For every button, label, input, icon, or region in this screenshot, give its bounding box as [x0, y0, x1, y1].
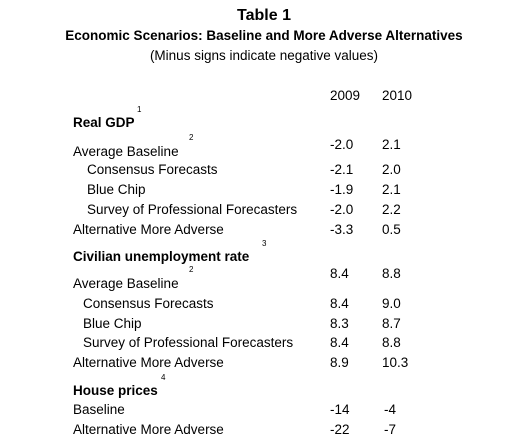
row-label: Alternative More Adverse [73, 422, 224, 437]
table-title: Table 1 [237, 7, 291, 24]
cell-2010: 0.5 [382, 222, 401, 237]
row-label: Consensus Forecasts [87, 162, 218, 177]
section-heading-real-gdp: Real GDP [73, 115, 135, 130]
cell-2010: 9.0 [382, 296, 401, 311]
cell-2009: -2.0 [330, 202, 354, 217]
footnote-marker: 2 [189, 265, 194, 274]
cell-2009: 8.9 [330, 355, 349, 370]
cell-2010: 2.2 [382, 202, 401, 217]
cell-2009: 8.3 [330, 316, 349, 331]
footnote-marker: 4 [161, 373, 166, 382]
table-subtitle: Economic Scenarios: Baseline and More Ad… [65, 28, 463, 43]
row-label: Survey of Professional Forecasters [83, 335, 294, 350]
footnote-marker: 3 [262, 239, 267, 248]
cell-2009: -1.9 [330, 182, 354, 197]
cell-2009: -22 [330, 422, 350, 437]
section-heading-unemployment: Civilian unemployment rate [73, 249, 250, 264]
cell-2010: 2.0 [382, 162, 401, 177]
row-label: Survey of Professional Forecasters [87, 202, 298, 217]
cell-2009: -14 [330, 402, 350, 417]
cell-2009: -2.0 [330, 137, 354, 152]
row-label: Average Baseline [73, 144, 179, 159]
row-label: Blue Chip [83, 316, 142, 331]
row-label: Blue Chip [87, 182, 146, 197]
table-note: (Minus signs indicate negative values) [149, 48, 379, 63]
cell-2010: -7 [384, 422, 397, 437]
cell-2010: 2.1 [382, 182, 401, 197]
cell-2010: 8.8 [382, 335, 401, 350]
cell-2009: -3.3 [330, 222, 354, 237]
cell-2010: 2.1 [382, 137, 401, 152]
cell-2009: 8.4 [330, 296, 349, 311]
footnote-marker: 1 [137, 105, 142, 114]
section-heading-house-prices: House prices [73, 383, 158, 398]
row-label: Consensus Forecasts [83, 296, 214, 311]
row-label: Alternative More Adverse [73, 222, 224, 237]
cell-2009: -2.1 [330, 162, 354, 177]
cell-2010: 8.7 [382, 316, 401, 331]
cell-2010: 8.8 [382, 266, 401, 281]
row-label: Alternative More Adverse [73, 355, 224, 370]
cell-2009: 8.4 [330, 335, 349, 350]
footnote-marker: 2 [189, 133, 194, 142]
column-header-2010: 2010 [382, 88, 413, 103]
cell-2010: -4 [384, 402, 397, 417]
cell-2010: 10.3 [382, 355, 409, 370]
cell-2009: 8.4 [330, 266, 349, 281]
column-header-2009: 2009 [330, 88, 361, 103]
row-label: Average Baseline [73, 276, 179, 291]
row-label: Baseline [73, 402, 125, 417]
